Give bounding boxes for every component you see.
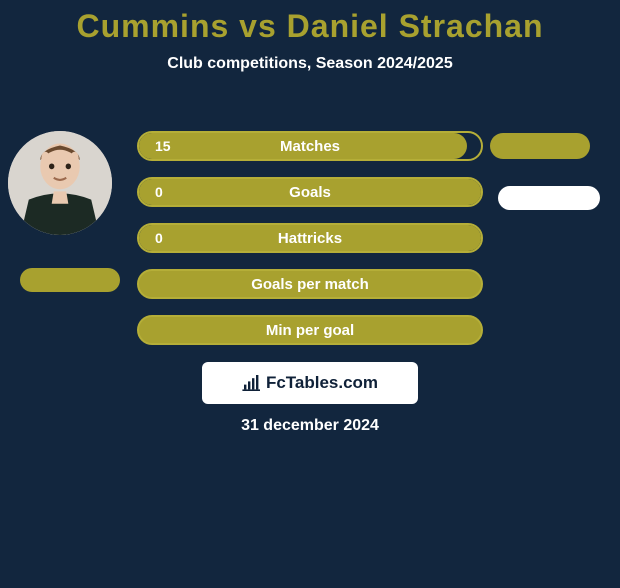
stat-row-label: Matches: [139, 138, 481, 155]
stat-row: Goals per match: [137, 269, 483, 299]
attribution-badge: FcTables.com: [202, 362, 418, 404]
avatar-placeholder-icon: [8, 131, 112, 235]
bar-chart-icon: [242, 375, 262, 391]
stat-row-label: Goals: [139, 184, 481, 201]
stat-row-label: Goals per match: [139, 276, 481, 293]
team-pill-left: [20, 268, 120, 292]
stat-row-label: Min per goal: [139, 322, 481, 339]
stat-row: Matches15: [137, 131, 483, 161]
page-subtitle: Club competitions, Season 2024/2025: [0, 55, 620, 73]
stat-row-value-left: 15: [155, 138, 171, 154]
team-pill-right-1: [490, 133, 590, 159]
player-avatar-left: [8, 131, 112, 235]
snapshot-date: 31 december 2024: [241, 417, 379, 435]
stat-row-value-left: 0: [155, 184, 163, 200]
stat-row: Min per goal: [137, 315, 483, 345]
attribution-text: FcTables.com: [266, 373, 378, 393]
stat-row-label: Hattricks: [139, 230, 481, 247]
page-title: Cummins vs Daniel Strachan: [0, 8, 620, 45]
stat-row: Goals0: [137, 177, 483, 207]
team-pill-right-2: [498, 186, 600, 210]
stat-row: Hattricks0: [137, 223, 483, 253]
stat-row-value-left: 0: [155, 230, 163, 246]
stats-rows: Matches15Goals0Hattricks0Goals per match…: [137, 131, 483, 361]
